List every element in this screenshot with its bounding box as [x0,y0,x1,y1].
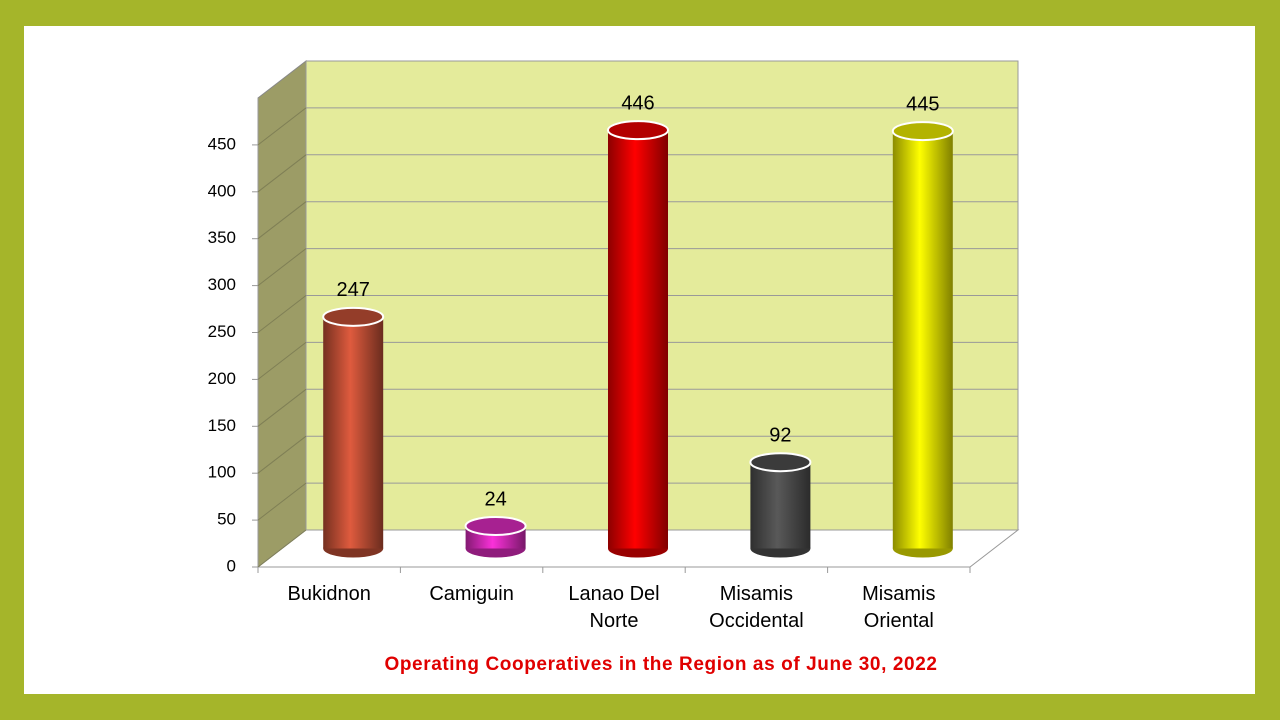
y-tick-label: 450 [208,134,236,153]
value-label: 445 [906,93,939,115]
x-tick-label: Bukidnon [287,583,371,605]
side-grid-line [257,154,307,193]
bar-top [749,452,812,473]
y-tick-label: 50 [217,510,236,529]
bar-top [607,120,669,141]
bar-top [464,515,527,536]
side-grid-line [257,295,307,333]
value-label: 247 [337,279,370,301]
value-label: 446 [621,92,654,114]
bar [608,130,668,549]
side-grid-line [257,529,307,568]
side-grid-line [257,435,307,474]
chart-title: Operating Cooperatives in the Region as … [384,654,938,675]
bar [323,316,384,549]
y-tick-label: 300 [208,275,236,294]
y-tick-label: 100 [208,463,236,482]
x-tick-label: Camiguin [429,583,514,605]
side-grid-line [257,248,307,286]
y-tick-label: 250 [208,322,236,341]
side-grid-line [257,201,307,240]
bar [750,462,811,549]
side-grid-line [257,107,307,146]
bar-top [891,121,954,142]
y-tick-label: 350 [208,228,236,247]
y-tick-label: 200 [208,369,236,388]
y-tick-label: 0 [227,556,236,575]
bar-top [322,306,385,327]
x-tick-label: Misamis Occidental [709,583,804,632]
x-tick-label: Misamis Oriental [862,583,936,632]
value-label: 92 [769,424,791,446]
value-label: 24 [484,488,506,510]
bar [892,131,953,549]
side-grid-line [257,342,307,380]
y-tick-label: 400 [208,181,236,200]
x-tick-label: Lanao Del Norte [568,583,660,632]
side-grid-line [257,388,307,427]
y-tick-label: 150 [208,416,236,435]
side-grid-line [257,482,307,521]
